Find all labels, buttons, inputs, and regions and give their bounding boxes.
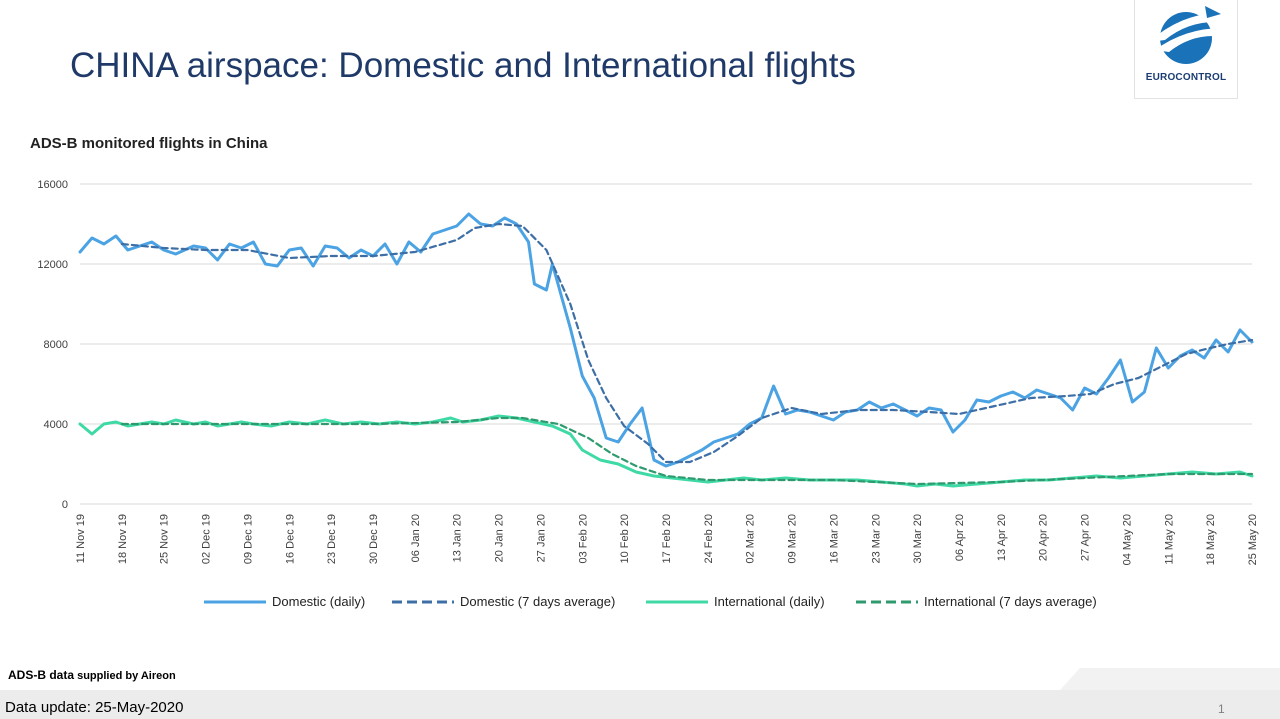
footer-band [0, 690, 1280, 719]
x-tick-label: 27 Apr 20 [1080, 514, 1092, 561]
x-tick-label: 30 Dec 19 [368, 514, 380, 564]
x-tick-label: 11 May 20 [1163, 514, 1175, 565]
x-tick-label: 02 Dec 19 [201, 514, 213, 564]
footer-decoration [1060, 668, 1280, 690]
x-tick-label: 13 Apr 20 [996, 514, 1008, 561]
chart-gridlines [80, 183, 1252, 505]
y-tick-label: 4000 [44, 419, 68, 431]
x-tick-label: 17 Feb 20 [661, 514, 673, 564]
x-tick-label: 11 Nov 19 [75, 514, 87, 563]
eurocontrol-logo: EUROCONTROL [1134, 0, 1238, 99]
legend-label: International (daily) [714, 594, 825, 609]
x-tick-label: 03 Feb 20 [577, 514, 589, 564]
logo-text: EUROCONTROL [1145, 72, 1227, 83]
x-tick-label: 18 Nov 19 [117, 514, 129, 564]
x-tick-label: 25 May 20 [1247, 514, 1259, 565]
legend-label: International (7 days average) [924, 594, 1097, 609]
x-tick-label: 23 Dec 19 [326, 514, 338, 564]
x-tick-label: 30 Mar 20 [912, 514, 924, 564]
y-tick-label: 8000 [44, 339, 68, 351]
x-tick-label: 02 Mar 20 [745, 514, 757, 564]
x-tick-label: 09 Dec 19 [242, 514, 254, 564]
x-tick-label: 16 Dec 19 [284, 514, 296, 564]
x-tick-label: 18 May 20 [1205, 514, 1217, 565]
x-tick-label: 24 Feb 20 [703, 514, 715, 564]
x-tick-label: 20 Apr 20 [1038, 514, 1050, 561]
data-update-note: Data update: 25-May-2020 [5, 699, 184, 716]
chart-legend: Domestic (daily) Domestic (7 days average… [204, 594, 1097, 609]
x-tick-label: 10 Feb 20 [619, 514, 631, 564]
x-tick-label: 16 Mar 20 [828, 514, 840, 564]
y-axis-labels: 0 4000 8000 12000 16000 [37, 179, 68, 511]
x-tick-label: 06 Jan 20 [410, 514, 422, 562]
legend-label: Domestic (7 days average) [460, 594, 615, 609]
y-tick-label: 16000 [37, 179, 68, 191]
x-tick-label: 27 Jan 20 [535, 514, 547, 562]
x-tick-label: 09 Mar 20 [787, 514, 799, 564]
data-source-note: ADS-B data supplied by Aireon [8, 668, 176, 682]
x-tick-label: 23 Mar 20 [870, 514, 882, 564]
x-tick-label: 13 Jan 20 [452, 514, 464, 562]
page-number: 1 [1218, 702, 1225, 716]
series-line-international-daily [78, 414, 1254, 488]
x-tick-label: 06 Apr 20 [954, 514, 966, 561]
chart-series [78, 212, 1254, 488]
eurocontrol-emblem-icon [1149, 6, 1227, 64]
y-tick-label: 12000 [37, 259, 68, 271]
flights-line-chart: ADS-B monitored flights in China 0 4000 80… [30, 135, 1259, 609]
y-tick-label: 0 [62, 499, 68, 511]
x-axis-labels: 11 Nov 19 18 Nov 19 25 Nov 19 02 Dec 19 09 D… [75, 514, 1259, 565]
legend-label: Domestic (daily) [272, 594, 365, 609]
series-line-domestic-daily [78, 212, 1254, 468]
x-tick-label: 04 May 20 [1121, 514, 1133, 565]
chart-title: ADS-B monitored flights in China [30, 135, 268, 152]
x-tick-label: 25 Nov 19 [159, 514, 171, 564]
x-tick-label: 20 Jan 20 [494, 514, 506, 562]
series-line-domestic-7-days-average [120, 222, 1254, 464]
page-title: CHINA airspace: Domestic and Internation… [70, 46, 856, 85]
data-source-suffix: supplied by Aireon [74, 670, 176, 682]
series-line-international-7-days-average [120, 416, 1254, 486]
data-source-prefix: ADS-B data [8, 668, 75, 682]
